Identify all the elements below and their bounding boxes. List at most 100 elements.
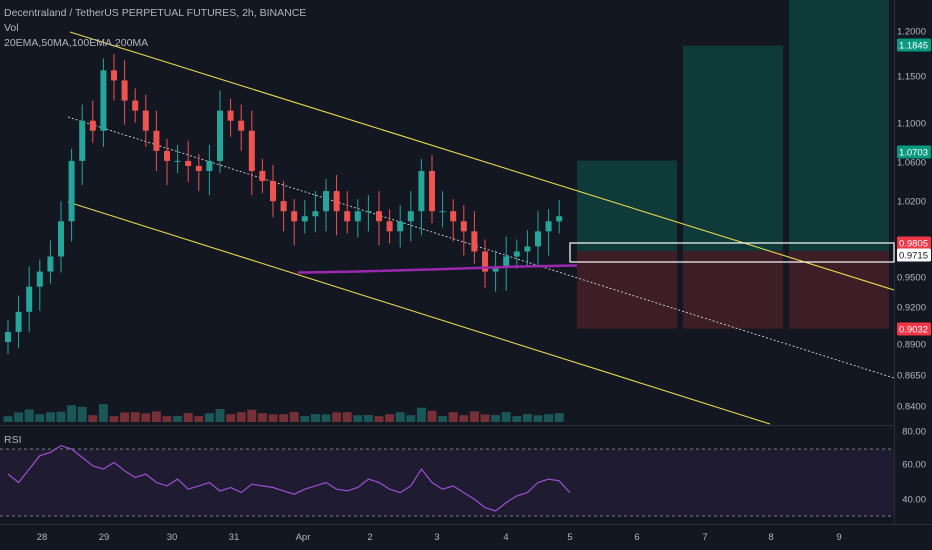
candle	[301, 200, 308, 234]
candle	[248, 110, 255, 196]
volume-bar	[173, 416, 183, 422]
badge-current-price: 0.9715	[897, 248, 931, 262]
volume-indicator-label[interactable]: Vol	[4, 22, 19, 34]
channel-lower-line[interactable]	[67, 201, 771, 425]
volume-bar	[448, 412, 458, 422]
symbol-title[interactable]: Decentraland / TetherUS PERPETUAL FUTURE…	[4, 7, 307, 19]
price-tick-label: 1.0600	[897, 158, 926, 169]
volume-bar	[109, 416, 119, 422]
candle	[291, 199, 298, 246]
time-tick-label: 7	[702, 532, 707, 543]
volume-bar	[427, 410, 437, 422]
rsi-band-fill	[0, 449, 894, 516]
chart-legend: Decentraland / TetherUS PERPETUAL FUTURE…	[4, 6, 306, 51]
stop-zone-1[interactable]	[577, 250, 677, 329]
price-tick-label: 0.9200	[897, 303, 926, 314]
candle	[100, 58, 107, 147]
price-axis[interactable]: 1.2000 1.1500 1.1000 1.0600 1.0200 0.9500 0.92…	[897, 27, 926, 413]
channel-upper-line[interactable]	[69, 31, 895, 291]
volume-bar	[67, 405, 77, 422]
volume-bar	[194, 416, 204, 422]
volume-bar	[416, 407, 426, 422]
channel-mid-line[interactable]	[67, 116, 895, 379]
candle	[312, 191, 319, 233]
candle	[280, 181, 287, 232]
volume-bar	[554, 413, 564, 422]
volume-bar	[226, 414, 236, 422]
volume-bar	[289, 412, 299, 422]
candle	[503, 236, 510, 291]
volume-bar	[363, 415, 373, 422]
target-zone-1[interactable]	[577, 160, 677, 251]
price-tick-label: 1.1500	[897, 72, 926, 83]
price-tick-label: 0.9500	[897, 273, 926, 284]
candle	[58, 201, 64, 273]
time-tick-label: 6	[634, 532, 639, 543]
candle	[270, 164, 276, 218]
volume-bar	[45, 412, 55, 422]
candle	[164, 138, 170, 186]
volume-bar	[215, 409, 225, 422]
rsi-indicator-label[interactable]: RSI	[4, 434, 22, 446]
candle	[174, 144, 181, 173]
candle	[556, 200, 563, 234]
price-tick-label: 0.8900	[897, 340, 926, 351]
volume-bar	[279, 414, 289, 422]
volume-bar	[332, 412, 342, 422]
target-zone-2[interactable]	[683, 45, 783, 251]
volume-bar	[395, 412, 405, 422]
volume-bar	[310, 414, 320, 422]
candle	[26, 266, 33, 332]
moving-average-200-line[interactable]	[297, 264, 578, 274]
position-zones[interactable]	[577, 0, 889, 329]
badge-entry-hidden: 0.9805	[897, 236, 931, 250]
candle	[492, 250, 499, 292]
svg-text:0.9715: 0.9715	[899, 251, 928, 262]
price-tick-label: 1.0200	[897, 197, 926, 208]
candle	[227, 98, 234, 137]
candle	[376, 191, 382, 246]
badge-target-3: 1.1845	[897, 38, 931, 52]
candle	[238, 104, 245, 151]
entry-box[interactable]	[569, 242, 895, 263]
candle	[121, 60, 128, 125]
candle	[365, 195, 372, 232]
candle	[153, 110, 160, 171]
volume-bar	[14, 412, 24, 422]
candle	[397, 205, 404, 248]
volume-bar	[77, 406, 87, 422]
candle	[36, 259, 43, 311]
volume-bar	[406, 415, 416, 422]
time-axis[interactable]: 28 29 30 31 Apr 2 3 4 5 6 7 8 9	[37, 532, 842, 543]
svg-text:0.9805: 0.9805	[899, 239, 928, 250]
candle	[407, 191, 414, 242]
candle	[545, 209, 552, 256]
target-zone-3[interactable]	[789, 0, 889, 251]
volume-bar	[236, 412, 246, 422]
volume-bar	[3, 416, 13, 422]
candle	[15, 295, 22, 349]
moving-averages-label[interactable]: 20EMA,50MA,100EMA,200MA	[4, 37, 149, 49]
volume-bar	[151, 411, 161, 422]
stop-zone-2[interactable]	[683, 250, 783, 329]
candle	[68, 148, 75, 242]
candle	[47, 240, 54, 284]
volume-bar	[459, 415, 469, 422]
volume-bar	[522, 414, 532, 422]
drawing-lines[interactable]	[67, 31, 895, 425]
candle	[333, 175, 340, 236]
candle	[259, 158, 266, 194]
time-tick-label: 4	[503, 532, 508, 543]
volume-bar	[374, 416, 384, 422]
volume-bar	[300, 416, 310, 422]
volume-bar	[120, 412, 130, 422]
stop-zone-3[interactable]	[789, 250, 889, 329]
time-tick-label: 29	[99, 532, 110, 543]
rsi-tick-label: 80.00	[902, 427, 926, 438]
volume-bar	[491, 415, 501, 422]
volume-bar	[342, 412, 352, 422]
candlestick-series	[5, 54, 563, 355]
price-tick-label: 0.8400	[897, 402, 926, 413]
candle	[429, 154, 435, 224]
